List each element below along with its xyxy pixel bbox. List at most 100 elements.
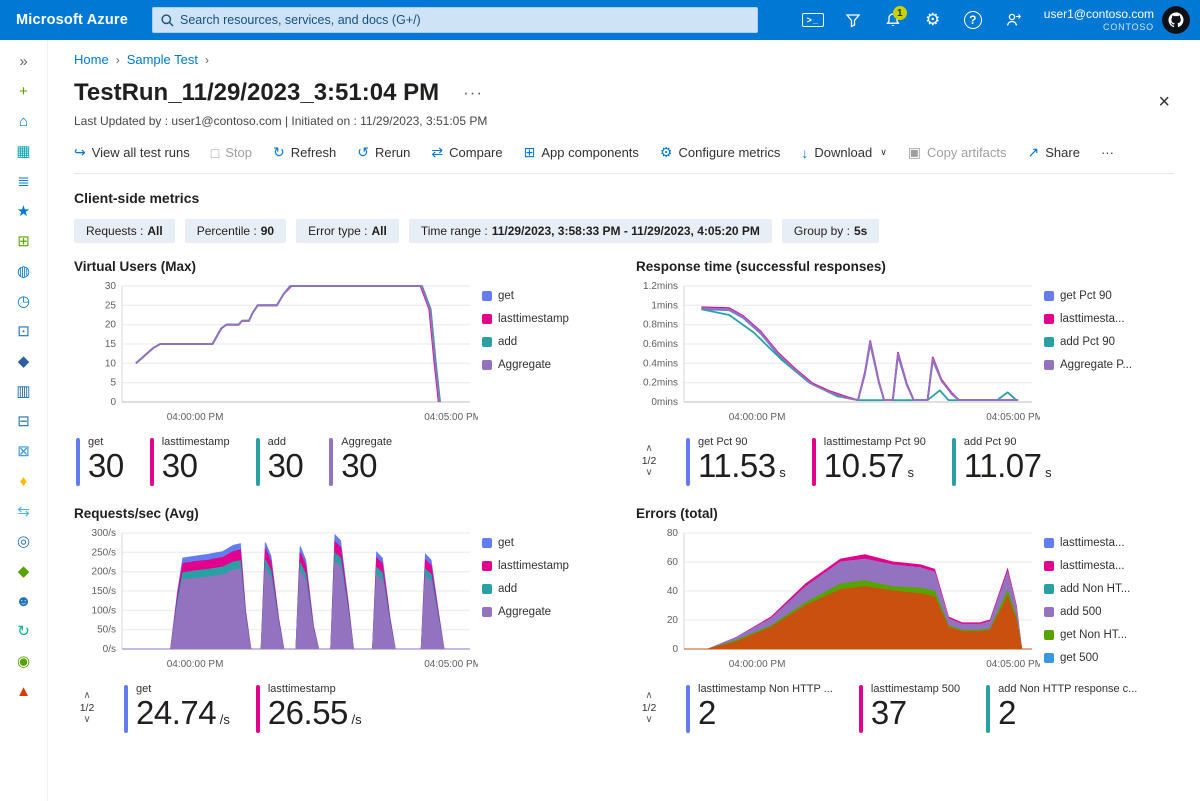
directory-filter-button[interactable] (836, 5, 870, 35)
breadcrumb-link[interactable]: Sample Test (126, 52, 198, 67)
sidebar-item-virtual-desktop[interactable]: ⊟ (0, 406, 48, 436)
search-input[interactable] (180, 13, 749, 27)
sidebar-item-sql-databases[interactable]: ▥ (0, 376, 48, 406)
pager-down-icon[interactable]: ∨ (83, 714, 91, 725)
legend-item[interactable]: add (482, 330, 606, 353)
toolbar-configure-metrics[interactable]: ⚙ Configure metrics (660, 144, 780, 161)
filter-requests[interactable]: Requests : All (74, 219, 175, 243)
pager-down-icon[interactable]: ∨ (645, 467, 653, 478)
header-icons: >_ 1 ⚙ ? (796, 5, 1030, 35)
stat-response-time: add Pct 90 11.07 s (951, 436, 1052, 486)
chart-stats: ∧ 1/2 ∨ get 24.74 /s lasttimestamp 26.55 /s (76, 683, 612, 733)
legend-item[interactable]: lasttimesta... (1044, 554, 1168, 577)
toolbar-more-commands[interactable]: ··· (1101, 145, 1114, 160)
sidebar-item-app-services[interactable]: ◍ (0, 256, 48, 286)
azure-logo[interactable]: Microsoft Azure (16, 12, 129, 28)
legend-swatch (1044, 652, 1054, 663)
stat-color-bar (124, 685, 128, 733)
settings-button[interactable]: ⚙ (916, 5, 950, 35)
legend-item[interactable]: lasttimesta... (1044, 531, 1168, 554)
svg-text:10: 10 (105, 358, 117, 369)
pager-down-icon[interactable]: ∨ (645, 714, 653, 725)
svg-text:20: 20 (667, 615, 679, 626)
sidebar-item-all-services[interactable]: ≣ (0, 166, 48, 196)
sidebar-item-advisor[interactable]: ◉ (0, 646, 48, 676)
create-resource-icon: + (19, 82, 28, 100)
filter-value: All (147, 224, 163, 238)
legend-item[interactable]: add 500 (1044, 600, 1168, 623)
sidebar-item-cdn-profiles[interactable]: ◎ (0, 526, 48, 556)
cloud-shell-button[interactable]: >_ (796, 5, 830, 35)
pager-up-icon[interactable]: ∧ (83, 690, 91, 701)
svg-text:200/s: 200/s (92, 567, 116, 578)
breadcrumb-link[interactable]: Home (74, 52, 109, 67)
legend-item[interactable]: lasttimesta... (1044, 307, 1168, 330)
filter-group-by[interactable]: Group by :5s (781, 219, 880, 243)
svg-text:04:00:00 PM: 04:00:00 PM (167, 659, 224, 670)
toolbar-label: Rerun (374, 145, 411, 160)
sidebar-item-defender[interactable]: ◆ (0, 556, 48, 586)
close-button[interactable]: × (1158, 91, 1170, 113)
chart-legend: lasttimesta... lasttimesta... add Non HT..… (1044, 531, 1168, 665)
sidebar-item-sync-services[interactable]: ↻ (0, 616, 48, 646)
stat-response-time: get Pct 90 11.53 s (686, 436, 786, 486)
chart-title: Requests/sec (Avg) (74, 506, 199, 521)
filter-percentile[interactable]: Percentile :90 (184, 219, 287, 243)
toolbar-view-all-test-runs[interactable]: ↪ View all test runs (74, 144, 190, 161)
legend-item[interactable]: add Pct 90 (1044, 330, 1168, 353)
toolbar-rerun[interactable]: ↺ Rerun (357, 144, 410, 161)
sidebar-item-create-resource[interactable]: + (0, 76, 48, 106)
legend-item[interactable]: get Pct 90 (1044, 284, 1168, 307)
legend-item[interactable]: add (482, 577, 606, 600)
sidebar-item-resource-groups[interactable]: ⊞ (0, 226, 48, 256)
legend-item[interactable]: get 500 (1044, 646, 1168, 665)
chart-row: 0 20 40 60 80 04:00:00 PM 04:05:00 PM lasttimes… (636, 525, 1174, 675)
feedback-button[interactable] (996, 5, 1030, 35)
pager-up-icon[interactable]: ∧ (645, 443, 653, 454)
breadcrumb-separator-icon: › (115, 52, 120, 67)
legend-item[interactable]: get Non HT... (1044, 623, 1168, 646)
sidebar-item-home[interactable]: ⌂ (0, 106, 48, 136)
stat-value: 10.57 s (823, 447, 914, 484)
legend-item[interactable]: get (482, 531, 606, 554)
help-button[interactable]: ? (956, 5, 990, 35)
legend-item[interactable]: add Non HT... (1044, 577, 1168, 600)
sidebar-item-dashboard[interactable]: ▦ (0, 136, 48, 166)
sidebar-item-data-sync[interactable]: ⇆ (0, 496, 48, 526)
legend-item[interactable]: lasttimestamp (482, 307, 606, 330)
sidebar-item-monitor-vm[interactable]: ⊠ (0, 436, 48, 466)
legend-label: lasttimesta... (1060, 536, 1125, 549)
toolbar-compare[interactable]: ⇄ Compare (431, 144, 502, 161)
filter-error-type[interactable]: Error type : All (296, 219, 399, 243)
title-more-button[interactable]: ··· (463, 83, 484, 102)
sidebar-item-collapse[interactable]: » (0, 46, 48, 76)
legend-item[interactable]: get (482, 284, 606, 307)
pager-up-icon[interactable]: ∧ (645, 690, 653, 701)
account-menu[interactable]: user1@contoso.com CONTOSO (1044, 7, 1154, 33)
load-balancers-icon: ◆ (17, 353, 30, 370)
avatar[interactable] (1162, 6, 1190, 34)
view-all-test-runs-icon: ↪ (74, 144, 86, 160)
sidebar-item-virtual-machines[interactable]: ⊡ (0, 316, 48, 346)
svg-text:25: 25 (105, 300, 117, 311)
toolbar-refresh[interactable]: ↻ Refresh (273, 144, 336, 161)
notifications-button[interactable]: 1 (876, 5, 910, 35)
legend-item[interactable]: Aggregate P... (1044, 353, 1168, 376)
toolbar-share[interactable]: ↗ Share (1028, 144, 1080, 161)
global-search[interactable] (152, 7, 758, 33)
toolbar-download[interactable]: ↓ Download ∨ (801, 145, 886, 161)
sidebar-item-key-vaults[interactable]: ♦ (0, 466, 48, 496)
toolbar-app-components[interactable]: ⊞ App components (524, 144, 639, 161)
sidebar-item-favorites[interactable]: ★ (0, 196, 48, 226)
sidebar-item-load-balancers[interactable]: ◆ (0, 346, 48, 376)
legend-label: get 500 (1060, 651, 1099, 664)
legend-item[interactable]: lasttimestamp (482, 554, 606, 577)
legend-item[interactable]: Aggregate (482, 353, 606, 376)
sidebar-item-recent[interactable]: ◷ (0, 286, 48, 316)
configure-metrics-icon: ⚙ (659, 144, 673, 160)
pager-label: 1/2 (641, 455, 657, 467)
sidebar-item-users[interactable]: ☻ (0, 586, 48, 616)
legend-item[interactable]: Aggregate (482, 600, 606, 623)
sidebar-item-monitor-health[interactable]: ▲ (0, 676, 48, 706)
filter-time-range[interactable]: Time range :11/29/2023, 3:58:33 PM - 11/… (408, 219, 772, 243)
